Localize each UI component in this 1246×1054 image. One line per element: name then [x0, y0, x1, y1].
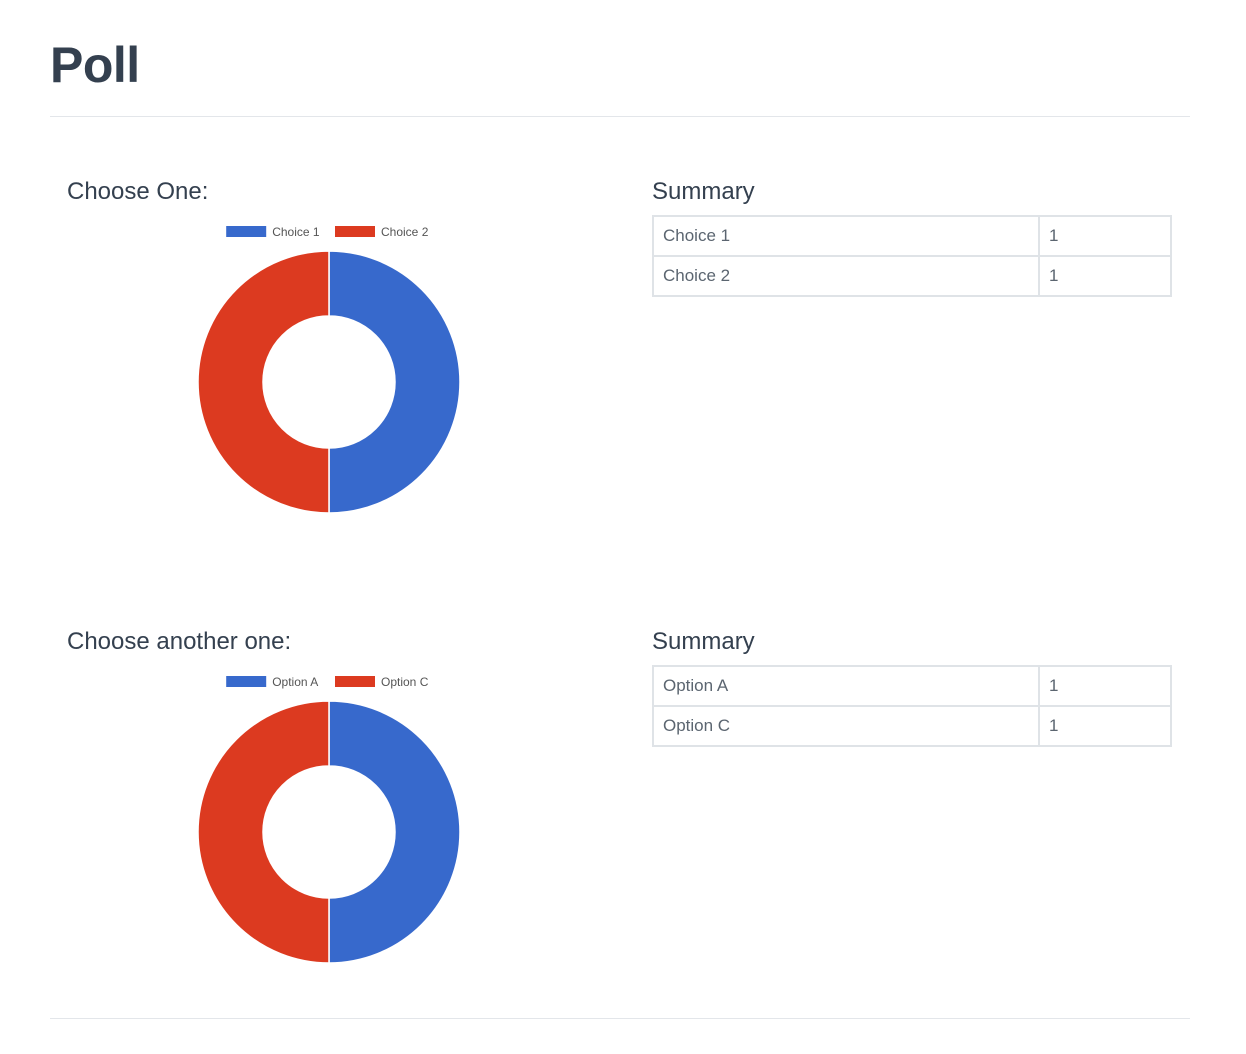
table-row: Choice 1 1 — [652, 215, 1172, 257]
donut-chart: Option A Option C — [170, 658, 490, 978]
option-label-cell: Choice 2 — [652, 255, 1040, 297]
table-row: Option A 1 — [652, 665, 1172, 707]
legend-swatch — [335, 226, 375, 237]
header-divider — [50, 116, 1190, 117]
footer-divider — [50, 1018, 1190, 1019]
donut-slice[interactable] — [328, 250, 461, 514]
option-label-cell: Choice 1 — [652, 215, 1040, 257]
legend-item: Option A — [226, 675, 318, 689]
question-title: Choose One: — [67, 178, 209, 205]
legend-swatch — [226, 226, 267, 237]
summary-heading: Summary — [652, 628, 755, 655]
option-count-cell: 1 — [1038, 705, 1172, 747]
option-count-cell: 1 — [1038, 255, 1172, 297]
option-count-cell: 1 — [1038, 215, 1172, 257]
poll-section: Choose One: Choice 1 Choice 2 Summary Cho… — [0, 178, 1246, 598]
option-count-cell: 1 — [1038, 665, 1172, 707]
legend-item: Choice 1 — [226, 225, 320, 239]
summary-heading: Summary — [652, 178, 755, 205]
donut-chart: Choice 1 Choice 2 — [170, 208, 490, 528]
summary-table: Choice 1 1 Choice 2 1 — [652, 215, 1172, 297]
option-label-cell: Option C — [652, 705, 1040, 747]
legend-swatch — [335, 676, 375, 687]
legend-swatch — [226, 676, 267, 687]
donut-chart-svg: Option A Option C — [197, 675, 461, 964]
donut-slice[interactable] — [197, 700, 330, 964]
table-row: Option C 1 — [652, 705, 1172, 747]
donut-chart-svg: Choice 1 Choice 2 — [197, 225, 461, 514]
legend-label: Option A — [272, 675, 318, 689]
summary-table: Option A 1 Option C 1 — [652, 665, 1172, 747]
page-title: Poll — [50, 37, 140, 93]
legend-label: Choice 2 — [381, 225, 429, 239]
table-row: Choice 2 1 — [652, 255, 1172, 297]
option-label-cell: Option A — [652, 665, 1040, 707]
donut-slice[interactable] — [197, 250, 330, 514]
question-title: Choose another one: — [67, 628, 292, 655]
legend-item: Option C — [335, 675, 429, 689]
legend-item: Choice 2 — [335, 225, 429, 239]
poll-section: Choose another one: Option A Option C Sum… — [0, 628, 1246, 1048]
donut-slice[interactable] — [328, 700, 461, 964]
legend-label: Option C — [381, 675, 429, 689]
legend-label: Choice 1 — [272, 225, 320, 239]
